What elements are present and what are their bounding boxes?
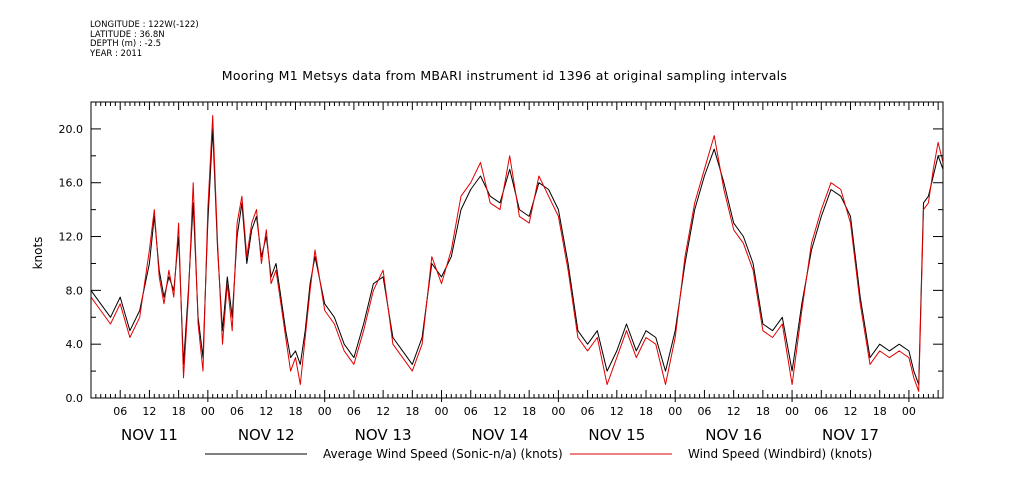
- legend-label-windbird: Wind Speed (Windbird) (knots): [688, 447, 872, 461]
- y-tick-label: 16.0: [59, 177, 84, 190]
- y-tick-label: 12.0: [59, 231, 84, 244]
- metadata-block: LONGITUDE : 122W(-122) LATITUDE : 36.8N …: [90, 20, 199, 59]
- x-tick-label: 18: [639, 405, 653, 418]
- x-tick-label: 18: [405, 405, 419, 418]
- x-tick-label: 00: [435, 405, 449, 418]
- chart-title: Mooring M1 Metsys data from MBARI instru…: [221, 68, 788, 83]
- x-tick-label: 12: [142, 405, 156, 418]
- series-line-windbird-wind-speed: [90, 115, 944, 392]
- x-tick-label: 18: [756, 405, 770, 418]
- y-tick-label: 20.0: [59, 123, 84, 136]
- x-day-label: NOV 17: [822, 426, 879, 444]
- x-day-label: NOV 14: [472, 426, 529, 444]
- x-tick-label: 18: [873, 405, 887, 418]
- x-tick-label: 00: [318, 405, 332, 418]
- x-tick-label: 06: [347, 405, 361, 418]
- x-day-label: NOV 11: [121, 426, 178, 444]
- x-tick-label: 12: [843, 405, 857, 418]
- depth-label: DEPTH (m) : -2.5: [90, 39, 162, 50]
- x-tick-label: 06: [581, 405, 595, 418]
- x-tick-label: 18: [522, 405, 536, 418]
- x-tick-label: 18: [172, 405, 186, 418]
- x-tick-label: 18: [288, 405, 302, 418]
- x-tick-label: 00: [668, 405, 682, 418]
- axes: 06 12 18 00 06 12 18 00 06 12 18 00 06 12 18 00 06 12 18 00…: [59, 101, 944, 444]
- x-tick-label: 06: [230, 405, 244, 418]
- series-line-average-wind-speed: [90, 128, 944, 385]
- x-tick-label: 12: [259, 405, 273, 418]
- y-tick-label: 0.0: [66, 392, 84, 405]
- x-day-label: NOV 12: [238, 426, 295, 444]
- y-axis-label: knots: [31, 237, 45, 270]
- x-tick-label: 12: [376, 405, 390, 418]
- legend: Average Wind Speed (Sonic-n/a) (knots) W…: [205, 447, 872, 461]
- longitude-label: LONGITUDE : 122W(-122): [90, 20, 199, 30]
- year-label: YEAR : 2011: [90, 48, 143, 59]
- y-tick-label: 4.0: [66, 338, 84, 351]
- y-tick-label: 8.0: [66, 284, 84, 297]
- x-day-label: NOV 13: [355, 426, 412, 444]
- latitude-label: LATITUDE : 36.8N: [90, 29, 165, 40]
- x-tick-label: 12: [493, 405, 507, 418]
- x-tick-label: 06: [113, 405, 127, 418]
- legend-label-average: Average Wind Speed (Sonic-n/a) (knots): [323, 447, 563, 461]
- x-tick-label: 00: [785, 405, 799, 418]
- x-tick-label: 12: [610, 405, 624, 418]
- x-tick-label: 00: [201, 405, 215, 418]
- x-tick-label: 06: [814, 405, 828, 418]
- x-tick-label: 12: [727, 405, 741, 418]
- plot-frame: [90, 101, 944, 399]
- series-lines: [90, 115, 944, 392]
- x-tick-label: 06: [697, 405, 711, 418]
- x-tick-label: 00: [551, 405, 565, 418]
- x-tick-label: 06: [464, 405, 478, 418]
- x-day-label: NOV 15: [588, 426, 645, 444]
- x-day-label: NOV 16: [705, 426, 762, 444]
- x-tick-label: 00: [902, 405, 916, 418]
